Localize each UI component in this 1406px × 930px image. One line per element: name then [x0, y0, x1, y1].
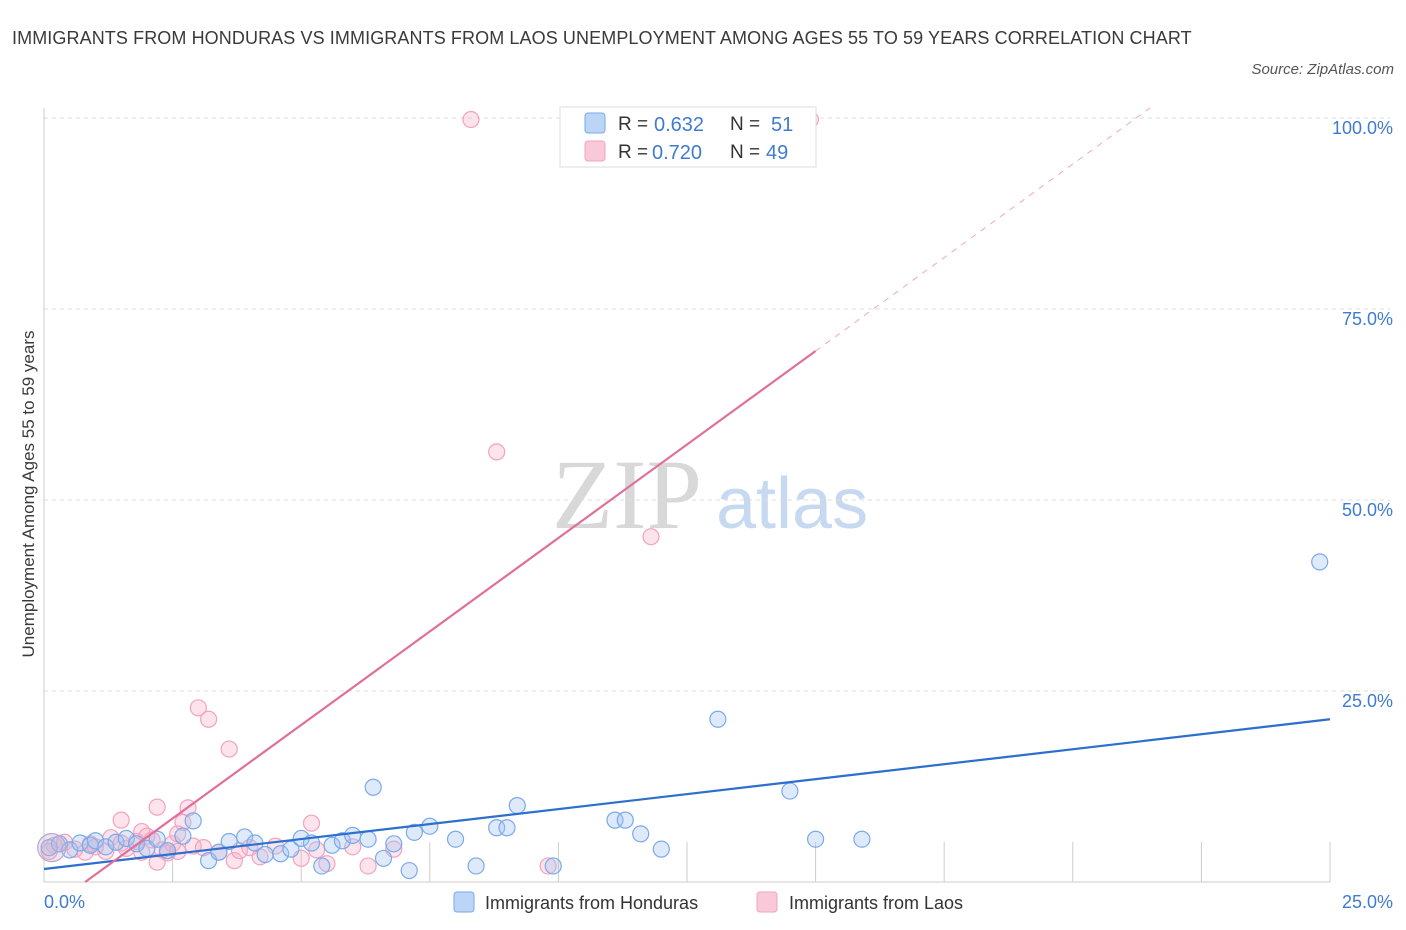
legend-laos-swatch [584, 140, 606, 162]
axes [43, 108, 1331, 883]
legend-n-label-laos: N = [730, 142, 760, 163]
honduras-point-17 [220, 832, 238, 851]
honduras-point-30 [364, 778, 382, 796]
y-tick-label-1: 50.0% [1342, 500, 1393, 520]
honduras-point-43 [616, 811, 634, 829]
legend-top: R = 0.632 N = 51 R = 0.720 N = 49 [559, 106, 817, 168]
honduras-point-27 [333, 832, 351, 850]
honduras-point-37 [467, 857, 485, 875]
laos-point-27 [189, 699, 207, 717]
honduras-point-26 [323, 836, 341, 854]
honduras-point-33 [400, 861, 418, 880]
laos-point-38 [302, 814, 321, 832]
laos-point-44 [462, 110, 480, 129]
watermark-atlas: atlas [716, 464, 868, 544]
laos-point-17 [148, 798, 166, 816]
honduras-point-44 [632, 825, 650, 843]
x-tick-labels: 0.0% 25.0% [44, 892, 1393, 912]
legend-bottom: Immigrants from Honduras Immigrants from… [453, 891, 963, 913]
legend-bottom-laos-swatch [756, 891, 778, 913]
grid-lines [44, 117, 1390, 692]
legend-n-value-honduras: 51 [771, 114, 793, 136]
honduras-point-14 [184, 812, 202, 830]
honduras-point-25 [313, 857, 331, 875]
x-tick-label-1: 25.0% [1342, 892, 1393, 912]
honduras-point-47 [781, 782, 799, 800]
laos-point-42 [359, 857, 377, 875]
legend-r-label-laos: R = [618, 142, 648, 163]
honduras-point-6 [97, 838, 115, 856]
honduras-point-21 [272, 845, 290, 863]
legend-n-label-honduras: N = [730, 114, 760, 135]
honduras-point-20 [256, 845, 274, 864]
honduras-point-32 [385, 835, 403, 853]
honduras-point-8 [117, 829, 135, 848]
honduras-point-49 [853, 830, 871, 848]
x-tick-label-0: 0.0% [44, 892, 85, 912]
trend-lines [43, 107, 1331, 883]
honduras-trend-line [43, 718, 1331, 871]
laos-trend-extension [815, 107, 1151, 352]
legend-r-value-laos: 0.720 [652, 142, 702, 164]
laos-point-10 [112, 811, 130, 829]
honduras-point-36 [446, 830, 465, 848]
honduras-point-50 [1311, 553, 1329, 571]
honduras-point-29 [359, 830, 377, 848]
source-label: Source: ZipAtlas.com [1251, 61, 1394, 78]
honduras-point-28 [344, 826, 362, 844]
honduras-point-48 [806, 830, 825, 848]
laos-point-32 [225, 852, 243, 870]
laos-point-47 [642, 528, 660, 546]
legend-bottom-laos-label: Immigrants from Laos [789, 893, 963, 913]
legend-n-value-laos: 49 [766, 142, 788, 164]
legend-bottom-honduras-label: Immigrants from Honduras [485, 893, 698, 913]
laos-point-29 [200, 710, 218, 728]
honduras-point-5 [86, 832, 105, 850]
laos-point-31 [220, 740, 238, 758]
series-honduras-points [37, 553, 1329, 880]
honduras-point-7 [107, 833, 125, 851]
honduras-point-35 [421, 817, 439, 835]
y-tick-label-3: 100.0% [1332, 118, 1393, 138]
laos-trend-line [84, 350, 817, 883]
honduras-point-45 [652, 840, 670, 858]
laos-point-45 [488, 443, 506, 461]
laos-point-46 [539, 857, 557, 875]
y-tick-labels: 25.0% 50.0% 75.0% 100.0% [1332, 118, 1393, 711]
y-tick-label-0: 25.0% [1342, 691, 1393, 711]
honduras-point-40 [508, 796, 526, 815]
honduras-point-13 [174, 827, 192, 845]
honduras-point-0 [40, 839, 58, 857]
legend-r-label-honduras: R = [618, 114, 648, 135]
origin-cluster-point [37, 833, 67, 863]
chart-title: IMMIGRANTS FROM HONDURAS VS IMMIGRANTS F… [12, 28, 1192, 48]
honduras-point-46 [709, 710, 727, 728]
y-tick-label-2: 75.0% [1342, 309, 1393, 329]
watermark-zip: ZIP [552, 439, 702, 550]
legend-bottom-honduras-swatch [453, 891, 475, 913]
honduras-point-41 [544, 857, 562, 875]
honduras-point-31 [374, 849, 393, 867]
legend-r-value-honduras: 0.632 [654, 114, 704, 136]
legend-honduras-swatch [584, 112, 606, 134]
honduras-point-11 [148, 830, 166, 848]
honduras-point-34 [405, 823, 423, 841]
y-axis-label: Unemployment Among Ages 55 to 59 years [19, 331, 38, 658]
honduras-point-39 [498, 819, 516, 837]
